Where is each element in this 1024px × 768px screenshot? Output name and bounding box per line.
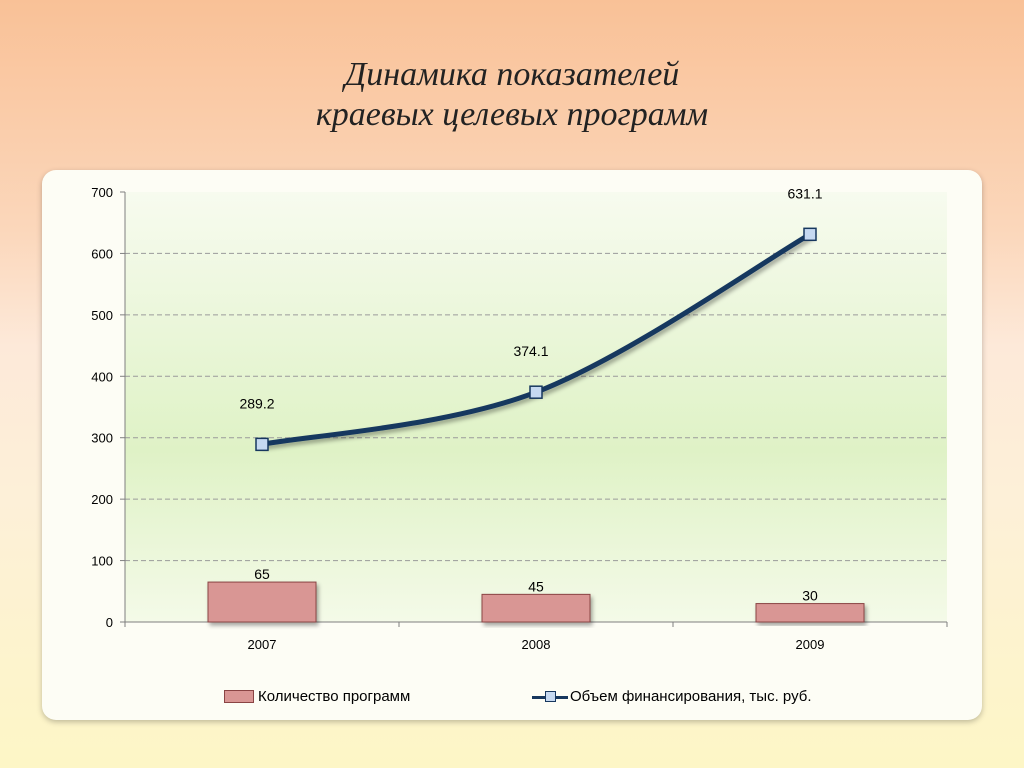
- legend-item-line: Объем финансирования, тыс. руб.: [532, 688, 812, 705]
- y-tick-label: 300: [91, 431, 113, 446]
- plot-area: [125, 192, 947, 622]
- chart-title: Динамика показателей краевых целевых про…: [0, 55, 1024, 135]
- line-data-label: 631.1: [787, 185, 822, 201]
- x-tick-label: 2007: [248, 637, 277, 652]
- line-marker: [529, 385, 543, 399]
- line-data-label: 374.1: [513, 343, 548, 359]
- bar-data-label: 65: [254, 566, 270, 582]
- legend-bar-label: Количество программ: [258, 688, 411, 705]
- line-marker: [255, 437, 269, 452]
- legend-bar-swatch: [224, 690, 254, 703]
- y-tick-label: 700: [91, 185, 113, 200]
- y-tick-label: 500: [91, 308, 113, 323]
- x-tick-label: 2009: [796, 637, 825, 652]
- line-data-label: 289.2: [239, 395, 274, 411]
- bar: [481, 593, 591, 623]
- legend-line-label: Объем финансирования, тыс. руб.: [570, 688, 812, 705]
- bar: [755, 603, 865, 623]
- y-tick-label: 100: [91, 554, 113, 569]
- bar: [207, 581, 317, 623]
- legend-item-bar: Количество программ: [224, 688, 410, 705]
- bar-data-label: 45: [528, 578, 544, 594]
- title-line-1: Динамика показателей: [344, 56, 680, 93]
- legend-line-swatch: [532, 690, 568, 703]
- title-line-2: краевых целевых программ: [315, 96, 709, 133]
- y-tick-label: 200: [91, 492, 113, 507]
- y-tick-label: 400: [91, 369, 113, 384]
- line-marker: [803, 227, 817, 242]
- bar-data-label: 30: [802, 588, 818, 604]
- y-tick-label: 0: [106, 615, 113, 630]
- x-tick-label: 2008: [522, 637, 551, 652]
- legend: Количество программ Объем финансирования…: [0, 688, 1024, 708]
- y-tick-label: 600: [91, 246, 113, 261]
